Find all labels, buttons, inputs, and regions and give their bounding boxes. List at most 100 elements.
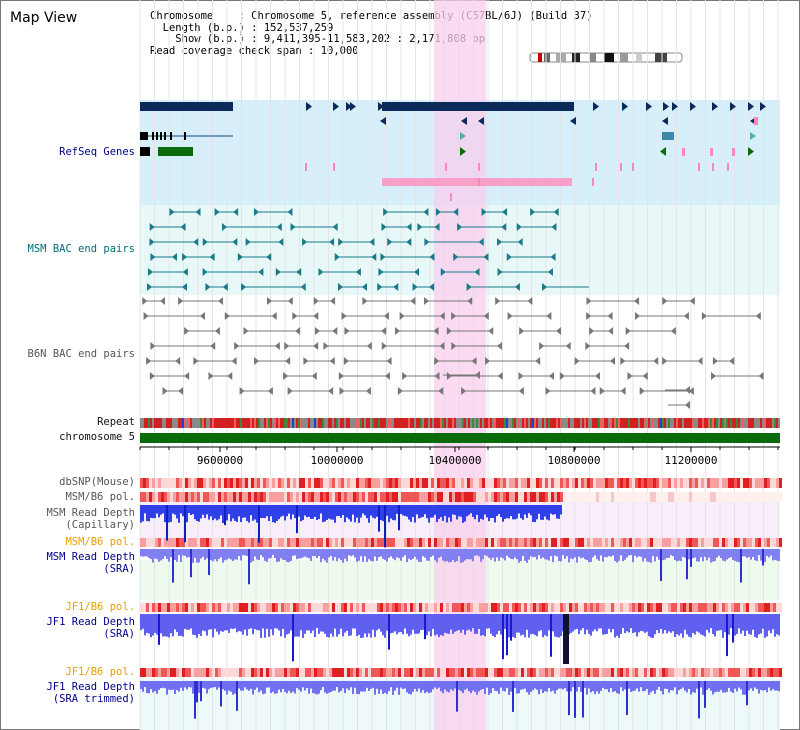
jf1-depth-sra-bar [294,614,296,637]
msm-depth-sra-bar [178,549,180,556]
label-jf1-depth-trim[interactable]: JF1 Read Depth (SRA trimmed) [0,681,135,705]
dbsnp-cell [623,478,626,488]
msm-depth-sra-bar [452,549,454,560]
jf1-depth-trim-bar [356,681,358,694]
jf1-depth-trim-bar [286,681,288,694]
label-jf1-depth-sra[interactable]: JF1 Read Depth (SRA) [0,616,135,640]
read-depth-tracks[interactable] [140,505,780,719]
jf1-depth-trim-bar [638,681,640,692]
msm-depth-cap-bar [282,505,284,516]
msm-b6-pol-1-cell [215,492,218,502]
repeat-segment [404,418,406,428]
repeat-segment [394,418,396,428]
msm-b6-pol-1-cell [689,492,692,502]
jf1-depth-sra-bar [214,614,216,629]
tick-label: 10400000 [429,454,482,467]
msm-depth-sra-bar [538,549,540,556]
label-msm-b6-pol-1[interactable]: MSM/B6 pol. [65,491,135,503]
jf1-depth-trim-bar [290,681,292,694]
jf1-b6-pol-2-cell [626,668,629,677]
msm-depth-cap-bar [522,505,524,520]
gene-block [158,147,193,156]
jf1-depth-sra-bar [536,614,538,637]
jf1-depth-sra-bar [146,614,148,633]
jf1-depth-sra-bar [460,614,462,633]
jf1-depth-trim-bar [264,681,266,694]
b6n-bac-track[interactable] [142,297,764,409]
msm-b6-pol-1-cell [173,492,176,502]
dbsnp-cell [224,478,227,488]
msm-depth-cap-bar [284,505,286,521]
page-title: Map View [10,10,78,26]
jf1-depth-sra-bar [732,614,734,643]
msm-b6-pol-1-cell [428,492,431,502]
msm-depth-cap-bar [520,505,522,519]
jf1-b6-pol-2-cell [650,668,653,677]
chromosome-bar[interactable] [140,433,780,443]
jf1-b6-pol-2-cell [515,668,518,677]
msm-bac-track[interactable] [147,208,590,291]
jf1-depth-trim-bar [752,681,754,691]
dbsnp-cell [746,478,749,488]
b6n-bac-end [634,312,640,320]
jf1-depth-trim-bar [170,681,172,691]
msm-bac-end [361,283,367,291]
b6n-bac-end [332,327,338,335]
label-msm-b6-pol-2[interactable]: MSM/B6 pol. [65,536,135,548]
gene-block [382,102,574,111]
label-jf1-b6-pol-2[interactable]: JF1/B6 pol. [65,666,135,678]
label-msm-depth-cap[interactable]: MSM Read Depth (Capillary) [0,507,135,531]
repeat-track[interactable] [140,418,780,428]
jf1-depth-sra-bar [304,614,306,634]
msm-b6-pol-2-cell [269,538,272,547]
jf1-depth-sra-bar [152,614,154,636]
msm-depth-sra-bar [428,549,430,561]
msm-b6-pol-2-cell [431,538,434,547]
msm-depth-cap-bar [260,505,262,518]
jf1-depth-sra-bar [420,614,422,631]
gene-arrow [750,132,756,140]
msm-depth-cap-bar [554,505,556,515]
repeat-segment [720,418,722,428]
dbsnp-cell [482,478,485,488]
label-repeat[interactable]: Repeat [97,416,135,428]
label-b6n-bac[interactable]: B6N BAC end pairs [27,348,135,360]
axis-ticks: 9600000 10000000 10400000 10800000 11200000 [139,447,779,467]
msm-b6-pol-1-cell [509,492,512,502]
msm-b6-pol-2-cell [665,538,668,547]
msm-depth-cap-bar [344,505,346,523]
jf1-b6-pol-1-cell [698,603,701,612]
msm-depth-sra-bar [566,549,568,557]
label-dbsnp[interactable]: dbSNP(Mouse) [59,476,135,488]
jf1-b6-pol-2-cell [764,668,767,677]
label-refseq[interactable]: RefSeq Genes [59,146,135,158]
label-msm-bac[interactable]: MSM BAC end pairs [27,243,135,255]
dbsnp-cell [533,478,536,488]
repeat-bg [140,418,780,428]
jf1-b6-pol-2-cell [260,668,263,677]
msm-depth-sra-bar [466,549,468,560]
polymorphism-tracks[interactable] [140,478,782,677]
dbsnp-cell [506,478,509,488]
jf1-depth-sra-bar [386,614,388,631]
msm-depth-sra-bar [192,549,194,563]
jf1-depth-trim-bar [470,681,472,694]
jf1-depth-sra-bar [608,614,610,629]
jf1-b6-pol-1-cell [278,603,281,612]
refseq-gene-track[interactable] [140,102,766,201]
msm-b6-pol-2-cell [755,538,758,547]
label-msm-depth-sra[interactable]: MSM Read Depth (SRA) [0,551,135,575]
msm-bac-end [474,268,480,276]
msm-depth-sra-bar [302,549,304,558]
jf1-depth-sra-bar [612,614,614,630]
label-jf1-b6-pol-1[interactable]: JF1/B6 pol. [65,601,135,613]
msm-b6-pol-1-cell [251,492,254,502]
jf1-depth-sra-bar [494,614,496,638]
msm-b6-pol-1-cell [446,492,449,502]
jf1-b6-pol-1-cell [575,603,578,612]
jf1-depth-trim-bar [332,681,334,691]
jf1-b6-pol-1-cell [272,603,275,612]
msm-b6-pol-1-cell [575,492,578,502]
chromosome-ideogram[interactable] [529,52,683,63]
